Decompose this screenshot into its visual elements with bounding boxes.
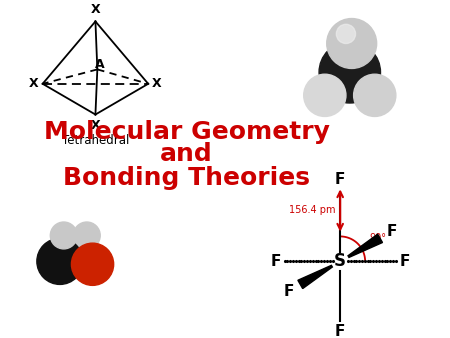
Text: Tetrahedral: Tetrahedral [62, 134, 129, 147]
Text: Molecular Geometry: Molecular Geometry [44, 120, 329, 144]
Text: F: F [387, 224, 397, 239]
Text: and: and [160, 142, 213, 166]
Text: X: X [29, 77, 39, 90]
Text: S: S [334, 252, 346, 270]
Circle shape [354, 74, 396, 117]
Text: F: F [335, 172, 345, 187]
Text: 90°: 90° [369, 233, 386, 243]
Circle shape [37, 238, 83, 284]
Text: F: F [271, 254, 281, 269]
Circle shape [72, 243, 114, 285]
Text: A: A [95, 58, 105, 71]
Text: X: X [90, 3, 100, 16]
Polygon shape [348, 234, 382, 258]
Text: 156.4 pm: 156.4 pm [289, 204, 335, 215]
Text: X: X [90, 119, 100, 132]
Text: F: F [284, 284, 294, 299]
Circle shape [73, 222, 100, 249]
Circle shape [319, 42, 381, 103]
Circle shape [327, 19, 377, 69]
Text: X: X [152, 77, 162, 90]
Circle shape [50, 222, 77, 249]
Text: Bonding Theories: Bonding Theories [63, 166, 310, 190]
Text: F: F [399, 254, 410, 269]
Polygon shape [298, 265, 333, 289]
Circle shape [336, 24, 356, 44]
Text: F: F [335, 324, 345, 338]
Circle shape [304, 74, 346, 117]
